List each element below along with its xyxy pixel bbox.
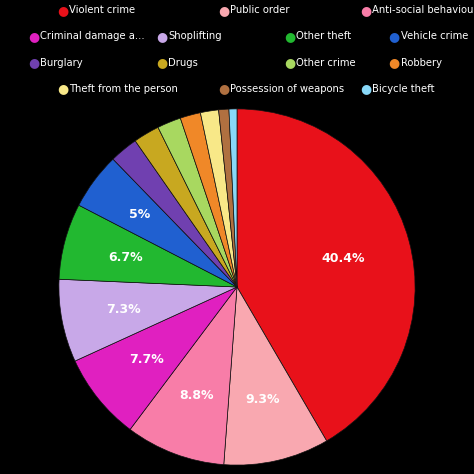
Wedge shape xyxy=(237,109,415,441)
Text: ●: ● xyxy=(57,4,68,17)
Text: 8.8%: 8.8% xyxy=(179,389,214,402)
Text: 7.3%: 7.3% xyxy=(106,302,141,316)
Text: ●: ● xyxy=(218,82,229,95)
Wedge shape xyxy=(135,128,237,287)
Text: ●: ● xyxy=(389,56,400,69)
Text: ●: ● xyxy=(156,30,167,43)
Text: 40.4%: 40.4% xyxy=(322,252,365,264)
Text: ●: ● xyxy=(28,30,39,43)
Text: Theft from the person: Theft from the person xyxy=(69,83,178,94)
Text: Anti-social behaviour: Anti-social behaviour xyxy=(372,5,474,16)
Text: Criminal damage a...: Criminal damage a... xyxy=(40,31,145,42)
Text: 6.7%: 6.7% xyxy=(108,251,143,264)
Text: Robbery: Robbery xyxy=(401,57,441,68)
Wedge shape xyxy=(219,109,237,287)
Wedge shape xyxy=(59,205,237,287)
Text: Drugs: Drugs xyxy=(168,57,198,68)
Text: 9.3%: 9.3% xyxy=(246,393,280,406)
Text: Other theft: Other theft xyxy=(296,31,351,42)
Wedge shape xyxy=(130,287,237,465)
Wedge shape xyxy=(181,113,237,287)
Wedge shape xyxy=(201,110,237,287)
Text: ●: ● xyxy=(218,4,229,17)
Text: Other crime: Other crime xyxy=(296,57,356,68)
Text: ●: ● xyxy=(284,56,295,69)
Text: ●: ● xyxy=(389,30,400,43)
Text: ●: ● xyxy=(57,82,68,95)
Text: ●: ● xyxy=(360,4,371,17)
Text: ●: ● xyxy=(28,56,39,69)
Wedge shape xyxy=(224,287,327,465)
Text: Vehicle crime: Vehicle crime xyxy=(401,31,468,42)
Text: Bicycle theft: Bicycle theft xyxy=(372,83,435,94)
Wedge shape xyxy=(229,109,237,287)
Text: 7.7%: 7.7% xyxy=(129,353,164,366)
Wedge shape xyxy=(79,159,237,287)
Text: Violent crime: Violent crime xyxy=(69,5,135,16)
Text: ●: ● xyxy=(156,56,167,69)
Text: 5%: 5% xyxy=(129,208,150,221)
Text: Possession of weapons: Possession of weapons xyxy=(230,83,344,94)
Wedge shape xyxy=(158,118,237,287)
Text: ●: ● xyxy=(360,82,371,95)
Text: Burglary: Burglary xyxy=(40,57,83,68)
Wedge shape xyxy=(113,141,237,287)
Wedge shape xyxy=(59,279,237,361)
Text: Shoplifting: Shoplifting xyxy=(168,31,222,42)
Text: ●: ● xyxy=(284,30,295,43)
Text: Public order: Public order xyxy=(230,5,290,16)
Wedge shape xyxy=(75,287,237,429)
